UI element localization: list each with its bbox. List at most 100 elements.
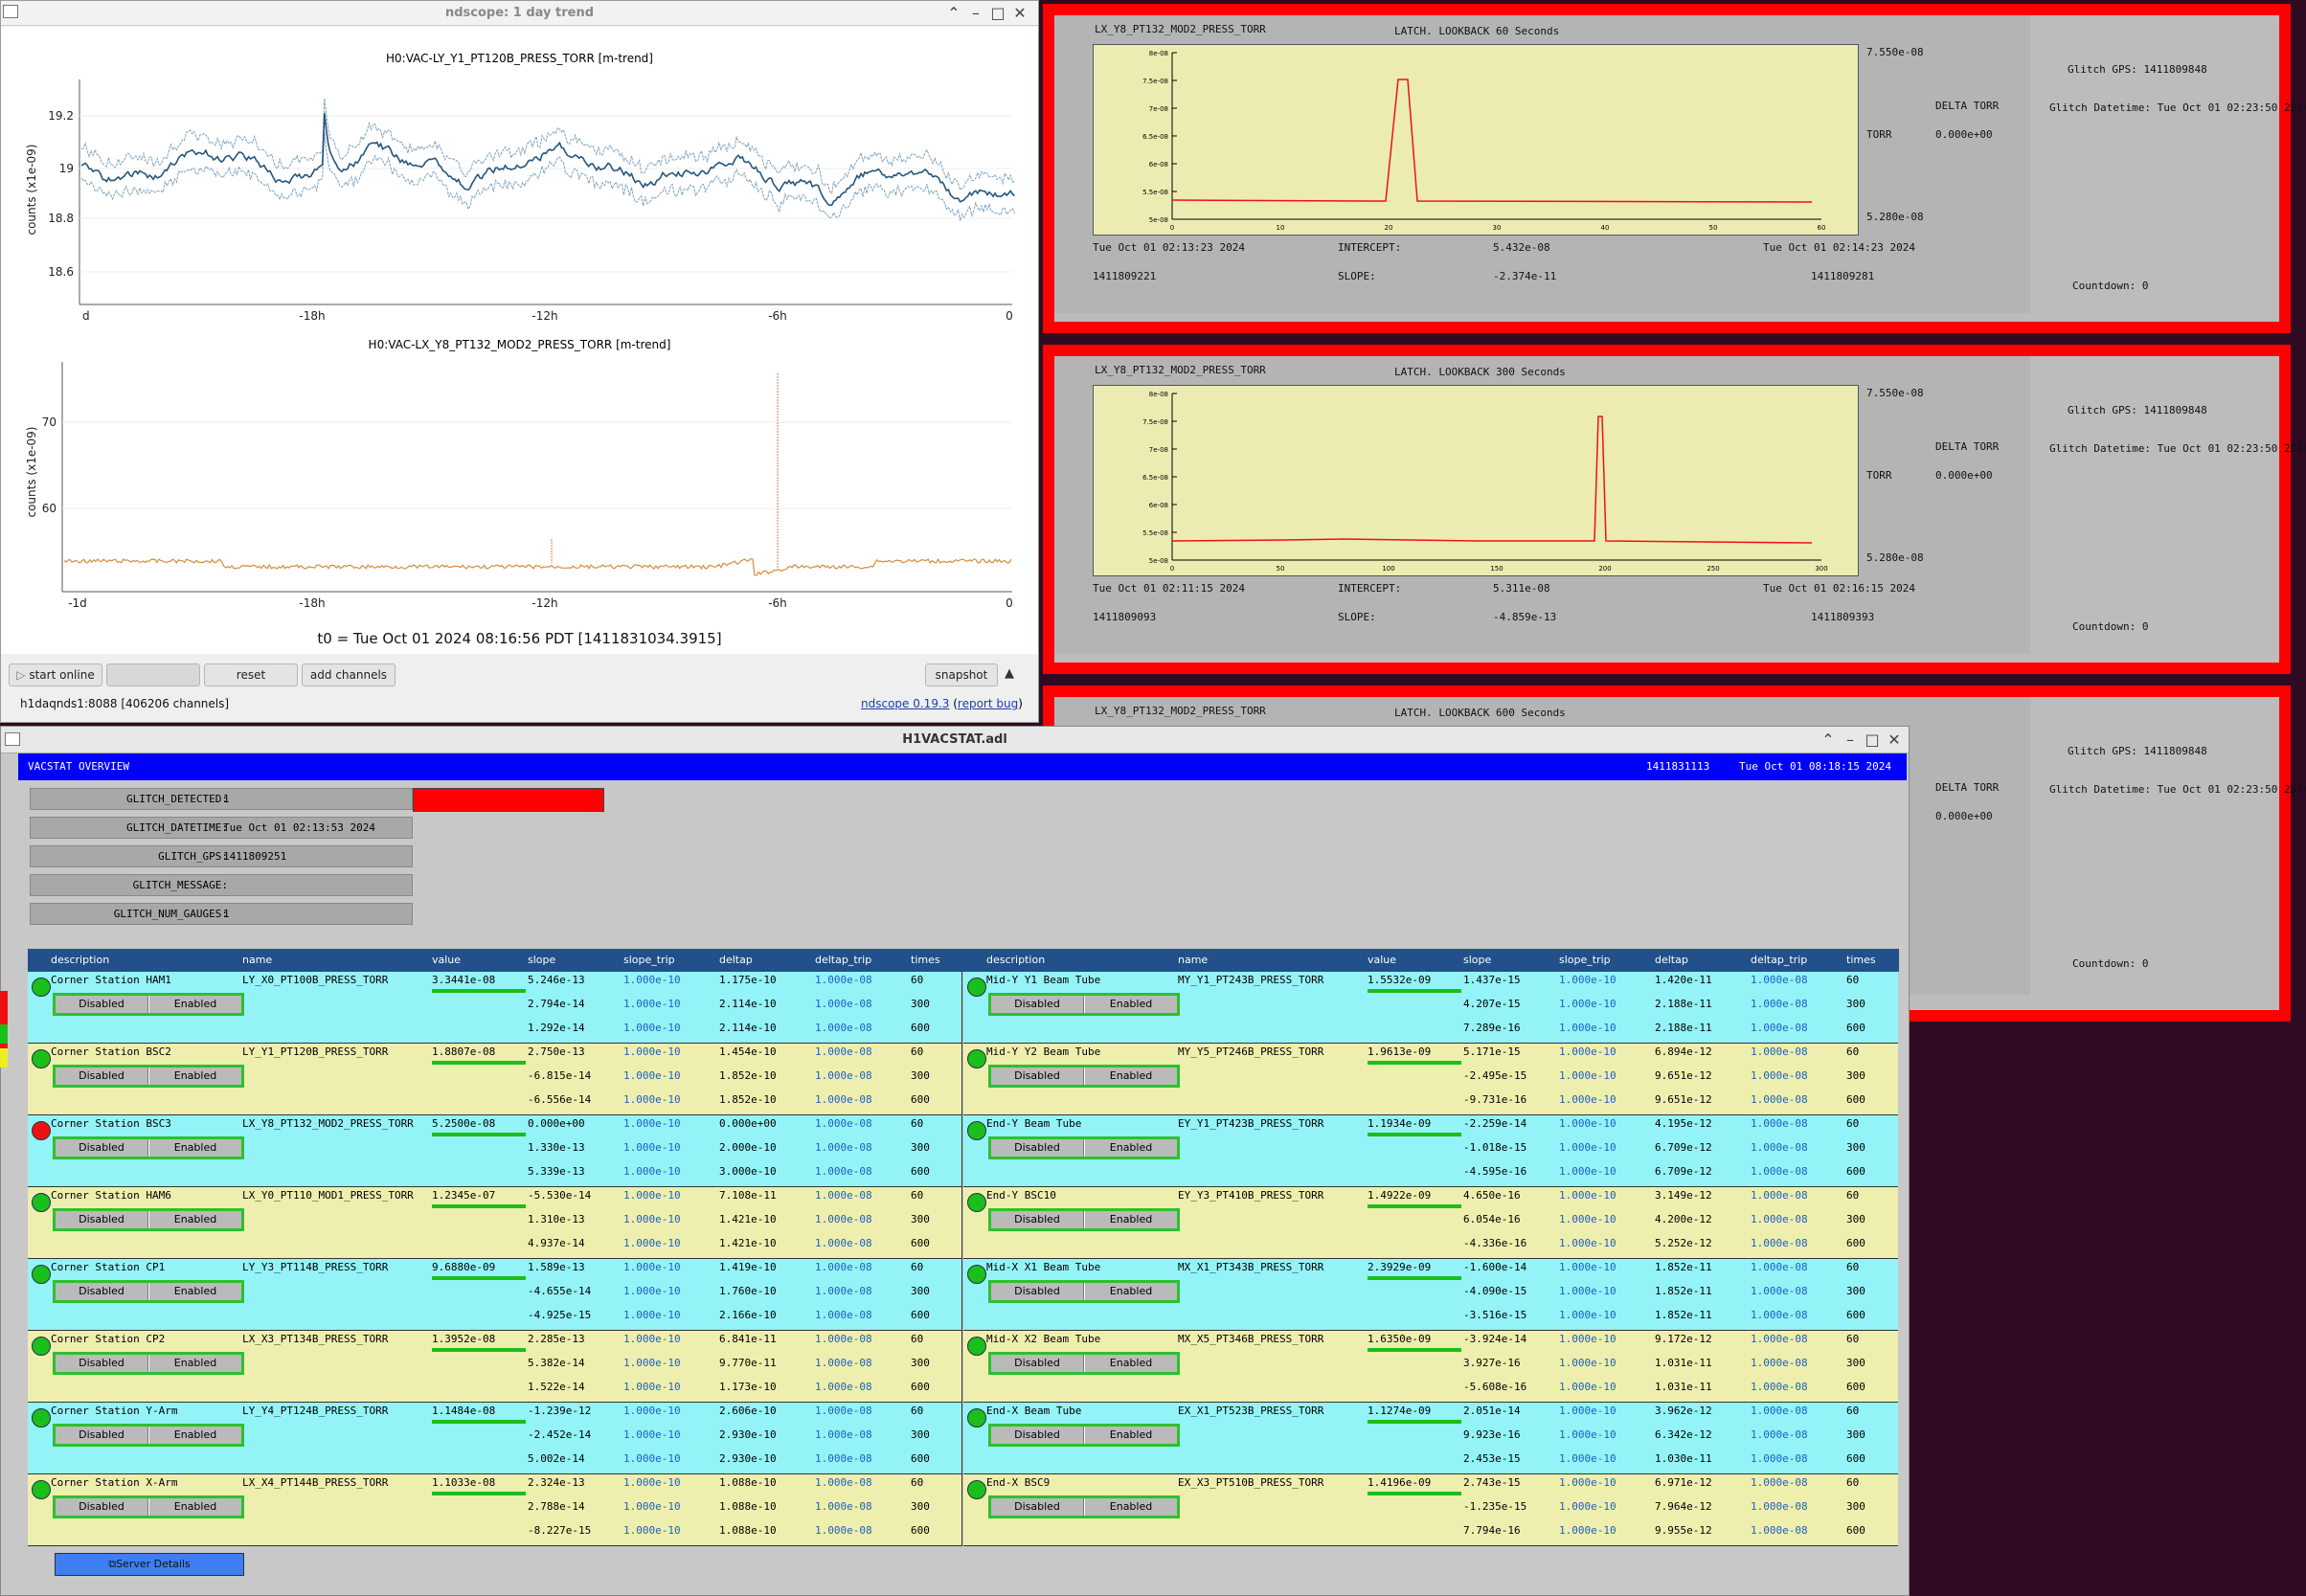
enabled-option[interactable]: Enabled <box>1084 1211 1177 1228</box>
glitch-alarm-indicator <box>413 788 604 812</box>
column-header: times <box>911 954 940 966</box>
maximize-icon[interactable]: □ <box>1865 731 1880 749</box>
deltap-trip-value: 1.000e-08 <box>815 998 872 1010</box>
disabled-option[interactable]: Disabled <box>991 1139 1084 1157</box>
enable-toggle[interactable]: Disabled Enabled <box>53 1065 244 1088</box>
enable-toggle[interactable]: Disabled Enabled <box>53 1424 244 1447</box>
disabled-option[interactable]: Disabled <box>991 1498 1084 1516</box>
enable-toggle[interactable]: Disabled Enabled <box>53 1280 244 1303</box>
enabled-option[interactable]: Enabled <box>1084 1498 1177 1516</box>
enable-toggle[interactable]: Disabled Enabled <box>988 1065 1180 1088</box>
minimize-icon[interactable]: – <box>1846 731 1854 749</box>
server-details-button[interactable]: ⧉Server Details <box>55 1553 244 1576</box>
lookback-plot[interactable]: 8e-08 7.5e-08 7e-08 6.5e-08 6e-08 5.5e-08 5e-0… <box>1093 44 1859 236</box>
disabled-option[interactable]: Disabled <box>56 1068 148 1085</box>
deltap-trip-value: 1.000e-08 <box>815 1476 872 1489</box>
table-header: description name value slope slope_trip delta… <box>28 949 1899 972</box>
enabled-option[interactable]: Enabled <box>1084 1355 1177 1372</box>
chart-ytick: 8e-08 <box>1149 50 1168 57</box>
enable-toggle[interactable]: Disabled Enabled <box>53 993 244 1016</box>
lookback-plot[interactable]: 8e-08 7.5e-08 7e-08 6.5e-08 6e-08 5.5e-08 5e-0… <box>1093 385 1859 576</box>
status-led <box>967 1408 986 1427</box>
enable-toggle[interactable]: Disabled Enabled <box>988 1280 1180 1303</box>
times-value: 600 <box>911 1524 930 1537</box>
report-bug-link[interactable]: report bug <box>957 697 1019 710</box>
slope-trip-value: 1.000e-10 <box>623 1093 681 1106</box>
enabled-option[interactable]: Enabled <box>148 996 241 1013</box>
disabled-option[interactable]: Disabled <box>991 1427 1084 1444</box>
close-icon[interactable]: ✕ <box>1888 731 1901 749</box>
gauge-name: LY_Y1_PT120B_PRESS_TORR <box>242 1045 389 1058</box>
enable-toggle[interactable]: Disabled Enabled <box>988 1424 1180 1447</box>
deltap-trip-value: 1.000e-08 <box>1751 1500 1808 1513</box>
enable-toggle[interactable]: Disabled Enabled <box>53 1208 244 1231</box>
enabled-option[interactable]: Enabled <box>1084 1283 1177 1300</box>
enabled-option[interactable]: Enabled <box>1084 1427 1177 1444</box>
window-menu-icon[interactable] <box>5 732 20 746</box>
gauge-row: Corner Station HAM1 Disabled Enabled LY_X0_… <box>28 972 962 1044</box>
deltap-trip-value: 1.000e-08 <box>1751 1381 1808 1393</box>
collapse-arrow-icon[interactable]: ▲ <box>1005 666 1014 681</box>
enabled-option[interactable]: Enabled <box>148 1139 241 1157</box>
enable-toggle[interactable]: Disabled Enabled <box>988 1208 1180 1231</box>
window-menu-icon[interactable] <box>3 5 18 18</box>
enabled-option[interactable]: Enabled <box>1084 1139 1177 1157</box>
column-header: description <box>986 954 1046 966</box>
close-icon[interactable]: ✕ <box>1013 4 1027 22</box>
gauge-value: 9.6880e-09 <box>432 1261 496 1273</box>
disabled-option[interactable]: Disabled <box>991 1283 1084 1300</box>
status-led <box>967 1480 986 1499</box>
disabled-option[interactable]: Disabled <box>991 1211 1084 1228</box>
times-value: 300 <box>911 1069 930 1082</box>
status-led <box>967 1265 986 1284</box>
disabled-option[interactable]: Disabled <box>56 1498 148 1516</box>
times-value: 600 <box>911 1309 930 1321</box>
enabled-option[interactable]: Enabled <box>148 1355 241 1372</box>
disabled-option[interactable]: Disabled <box>56 996 148 1013</box>
disabled-option[interactable]: Disabled <box>56 1283 148 1300</box>
disabled-option[interactable]: Disabled <box>56 1427 148 1444</box>
enabled-option[interactable]: Enabled <box>148 1283 241 1300</box>
minimize-icon[interactable]: – <box>972 4 980 22</box>
maximize-icon[interactable]: □ <box>990 4 1006 22</box>
snapshot-button[interactable]: snapshot <box>925 663 998 686</box>
gauge-description: Corner Station HAM6 <box>51 1189 171 1202</box>
enable-toggle[interactable]: Disabled Enabled <box>988 1352 1180 1375</box>
end-gps: 1411809281 <box>1811 270 1875 282</box>
enable-toggle[interactable]: Disabled Enabled <box>988 1136 1180 1159</box>
version-link[interactable]: ndscope 0.19.3 <box>861 697 950 710</box>
enable-toggle[interactable]: Disabled Enabled <box>53 1352 244 1375</box>
disabled-option[interactable]: Disabled <box>56 1211 148 1228</box>
deltap-value: 9.770e-11 <box>719 1357 777 1369</box>
plot2-xtick: -1d <box>68 596 87 610</box>
enabled-option[interactable]: Enabled <box>148 1211 241 1228</box>
disabled-option[interactable]: Disabled <box>56 1355 148 1372</box>
slope-trip-value: 1.000e-10 <box>623 1333 681 1345</box>
enable-toggle[interactable]: Disabled Enabled <box>53 1495 244 1518</box>
gauge-row: End-X BSC9 Disabled Enabled EX_X3_PT510B_PR… <box>963 1474 1898 1546</box>
disabled-option[interactable]: Disabled <box>991 996 1084 1013</box>
disabled-option[interactable]: Disabled <box>991 1068 1084 1085</box>
reset-button[interactable]: reset <box>204 663 298 686</box>
enable-toggle[interactable]: Disabled Enabled <box>53 1136 244 1159</box>
times-value: 300 <box>911 1141 930 1154</box>
enable-toggle[interactable]: Disabled Enabled <box>988 993 1180 1016</box>
help-icon[interactable]: ⌃ <box>1821 731 1835 749</box>
enabled-option[interactable]: Enabled <box>148 1068 241 1085</box>
value-bar <box>432 1420 526 1424</box>
add-channels-button[interactable]: add channels <box>302 663 396 686</box>
trend-plots[interactable]: 19.2 19 18.8 18.6 d -18h -12h -6h 0 70 60 -1d -18h -… <box>1 27 1038 654</box>
start-online-button[interactable]: ▷ start online <box>9 663 102 686</box>
chart-xtick: 250 <box>1707 565 1719 573</box>
enabled-option[interactable]: Enabled <box>1084 996 1177 1013</box>
plot1-xtick: -12h <box>531 309 557 323</box>
enabled-option[interactable]: Enabled <box>1084 1068 1177 1085</box>
enable-toggle[interactable]: Disabled Enabled <box>988 1495 1180 1518</box>
status-led <box>967 1121 986 1140</box>
help-icon[interactable]: ⌃ <box>947 4 961 22</box>
enabled-option[interactable]: Enabled <box>148 1498 241 1516</box>
disabled-option[interactable]: Disabled <box>56 1139 148 1157</box>
disabled-option[interactable]: Disabled <box>991 1355 1084 1372</box>
enabled-option[interactable]: Enabled <box>148 1427 241 1444</box>
slope-trip-value: 1.000e-10 <box>623 1069 681 1082</box>
